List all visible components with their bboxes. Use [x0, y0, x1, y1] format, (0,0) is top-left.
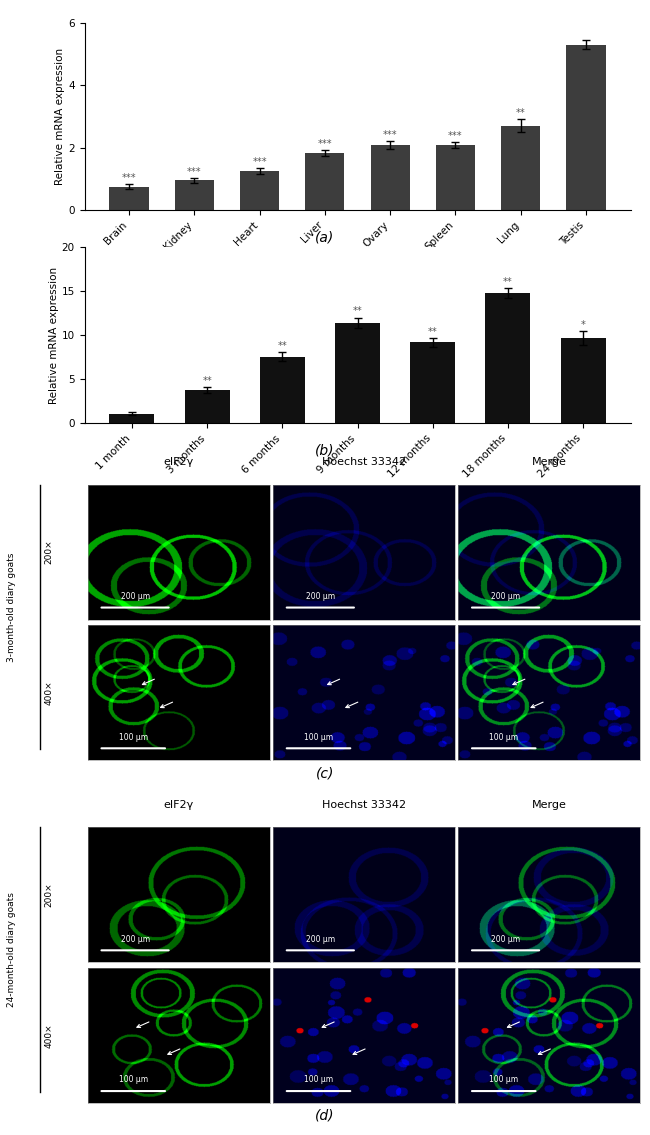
Text: 200 μm: 200 μm — [306, 934, 335, 943]
Text: ***: *** — [318, 138, 332, 149]
Text: **: ** — [428, 327, 437, 337]
Text: **: ** — [202, 376, 212, 386]
Text: **: ** — [516, 108, 526, 118]
Text: **: ** — [503, 277, 513, 286]
Text: eIF2γ: eIF2γ — [164, 800, 194, 810]
Text: 200 μm: 200 μm — [120, 591, 150, 600]
Text: ***: *** — [252, 157, 267, 167]
Text: Merge: Merge — [532, 800, 567, 810]
Text: *: * — [580, 320, 586, 329]
Bar — [567, 44, 606, 210]
Text: 100 μm: 100 μm — [119, 1075, 148, 1084]
Bar — [501, 126, 540, 210]
Bar — [436, 145, 475, 210]
Y-axis label: Relative mRNA expression: Relative mRNA expression — [49, 267, 58, 404]
Y-axis label: Relative mRNA expression: Relative mRNA expression — [55, 48, 66, 185]
Text: (c): (c) — [316, 766, 334, 780]
Text: Hoechst 33342: Hoechst 33342 — [322, 800, 406, 810]
Text: **: ** — [278, 340, 287, 351]
Bar — [306, 153, 345, 210]
Text: 400×: 400× — [44, 681, 53, 705]
Text: Merge: Merge — [532, 457, 567, 468]
Bar — [260, 356, 305, 423]
Text: 200×: 200× — [44, 883, 53, 907]
Text: 100 μm: 100 μm — [489, 1075, 518, 1084]
Text: ***: *** — [448, 131, 463, 141]
Text: ***: *** — [383, 131, 397, 140]
Bar — [185, 390, 229, 423]
Text: 100 μm: 100 μm — [489, 732, 518, 741]
Text: 200 μm: 200 μm — [120, 934, 150, 943]
Text: 24-month-old diary goats: 24-month-old diary goats — [7, 892, 16, 1008]
Text: 3-month-old diary goats: 3-month-old diary goats — [7, 553, 16, 662]
Text: ***: *** — [122, 173, 136, 183]
Bar — [240, 171, 279, 210]
Text: (a): (a) — [315, 230, 335, 244]
Text: (d): (d) — [315, 1109, 335, 1123]
Bar — [560, 338, 606, 423]
Text: 400×: 400× — [44, 1024, 53, 1048]
Text: 100 μm: 100 μm — [304, 1075, 333, 1084]
Text: 200 μm: 200 μm — [306, 591, 335, 600]
Text: Hoechst 33342: Hoechst 33342 — [322, 457, 406, 468]
Text: **: ** — [352, 306, 363, 317]
Text: (b): (b) — [315, 444, 335, 457]
Bar — [175, 180, 214, 210]
Text: 200 μm: 200 μm — [491, 934, 520, 943]
Text: 200 μm: 200 μm — [491, 591, 520, 600]
Bar — [109, 186, 148, 210]
Bar — [370, 145, 410, 210]
Bar — [410, 343, 455, 423]
Text: 100 μm: 100 μm — [304, 732, 333, 741]
Bar — [109, 413, 155, 423]
Text: 200×: 200× — [44, 540, 53, 564]
Bar — [486, 293, 530, 423]
Text: 100 μm: 100 μm — [119, 732, 148, 741]
Bar — [335, 323, 380, 423]
Text: ***: *** — [187, 167, 202, 177]
Text: eIF2γ: eIF2γ — [164, 457, 194, 468]
